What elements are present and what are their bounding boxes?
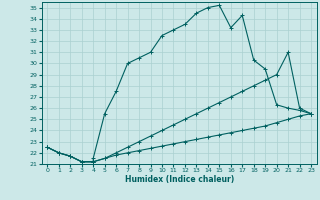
X-axis label: Humidex (Indice chaleur): Humidex (Indice chaleur) (124, 175, 234, 184)
